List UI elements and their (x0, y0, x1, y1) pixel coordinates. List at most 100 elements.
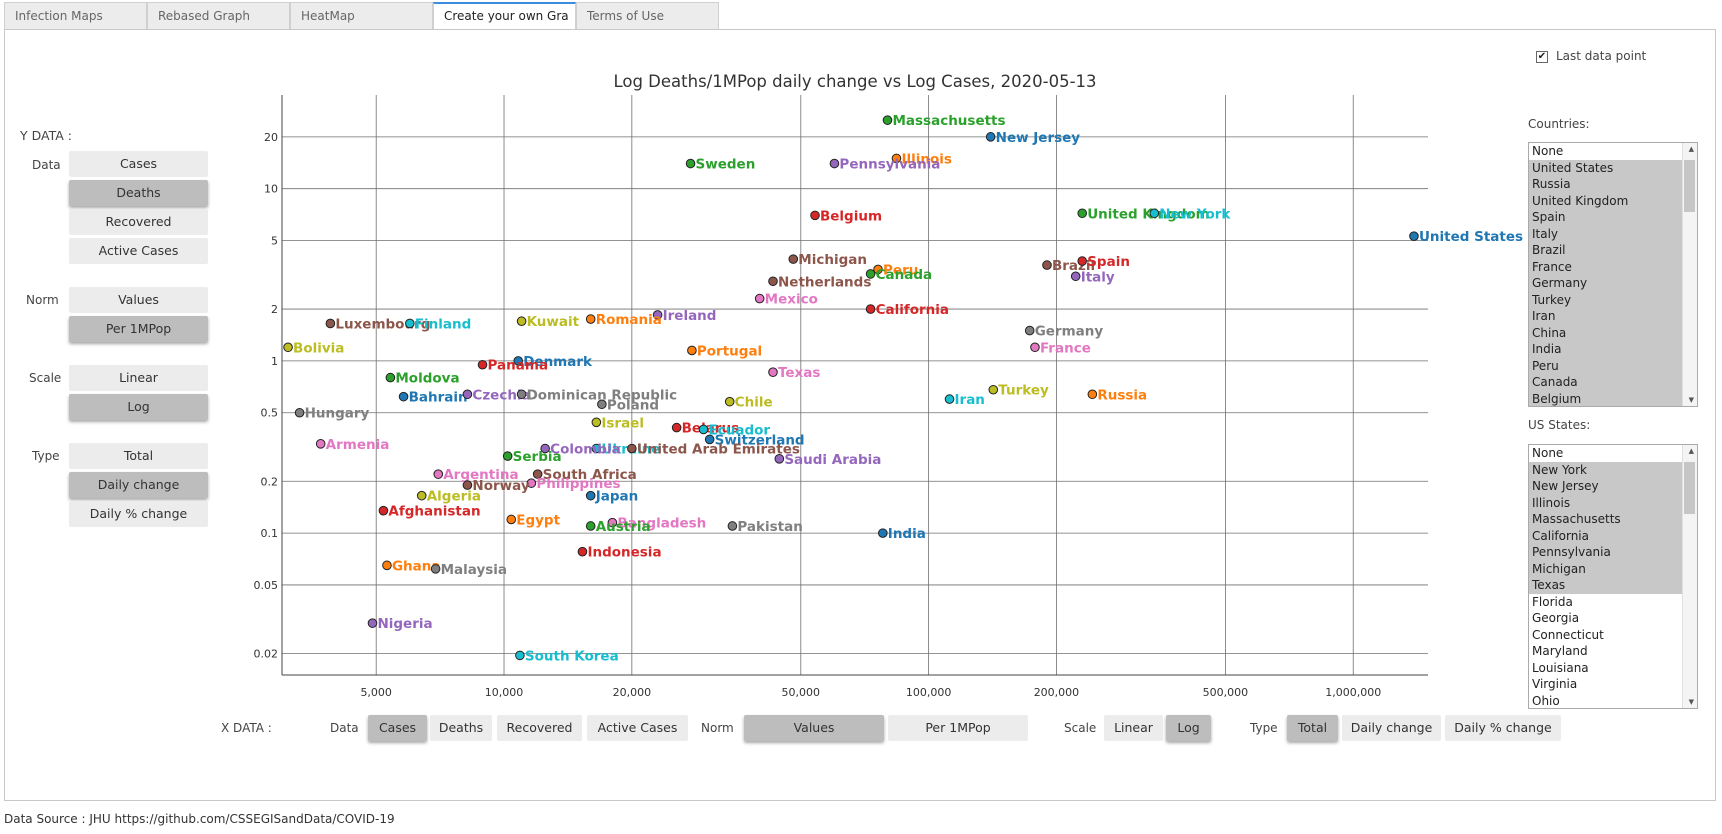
countries-option[interactable]: China (1529, 324, 1697, 341)
us_states-option[interactable]: Maryland (1532, 644, 1588, 658)
countries-option[interactable]: None (1532, 144, 1564, 158)
y-data-cases-button[interactable]: Cases (69, 151, 208, 177)
countries-option[interactable]: Iran (1529, 308, 1697, 325)
y-scale-linear-button[interactable]: Linear (69, 365, 208, 391)
data-point (1087, 389, 1098, 400)
countries-option[interactable]: Canada (1529, 374, 1697, 391)
data-point (810, 210, 820, 221)
data-point-label: Bangladesh (617, 516, 706, 532)
us_states-option[interactable]: Louisiana (1532, 660, 1589, 675)
countries-option[interactable]: Belgium (1529, 390, 1697, 406)
us_states-option[interactable]: Massachusetts (1529, 511, 1697, 528)
countries-option[interactable]: Russia (1529, 176, 1697, 193)
y-scale-log-button[interactable]: Log (69, 394, 208, 420)
data-point (378, 505, 389, 516)
data-point-label: Philippines (536, 476, 620, 492)
tab-create-your-own-graph[interactable]: Create your own Gra (433, 2, 576, 31)
us_states-option[interactable]: New York (1529, 461, 1697, 478)
countries-option[interactable]: Brazil (1529, 242, 1697, 259)
data-point-label: Japan (595, 489, 639, 505)
data-point-label: Ecuador (709, 422, 771, 438)
x-tick-label: 20,000 (613, 686, 652, 699)
countries-listbox[interactable]: None United States Russia United Kingdom Spa… (1528, 142, 1698, 407)
us_states-option[interactable]: Connecticut (1532, 627, 1604, 642)
us-states-listbox[interactable]: None New York New Jersey Illinois Massachuse… (1528, 444, 1698, 709)
tab-terms-of-use[interactable]: Terms of Use (576, 2, 719, 30)
data-point (382, 560, 392, 571)
us-states-label: US States: (1528, 418, 1591, 432)
last-data-point-checkbox[interactable]: ✔ (1536, 51, 1548, 63)
x-norm-values-button[interactable]: Values (744, 715, 884, 741)
us-states-scrollbar[interactable]: ▲ ▼ (1682, 445, 1697, 708)
scroll-up-icon[interactable]: ▲ (1688, 145, 1694, 153)
x-tick-label: 1,000,000 (1325, 686, 1381, 699)
data-point (698, 424, 709, 435)
countries-option[interactable]: United States (1529, 159, 1697, 176)
scroll-down-icon[interactable]: ▼ (1688, 698, 1694, 706)
x-scale-log-button[interactable]: Log (1166, 715, 1211, 741)
y-norm-values-button[interactable]: Values (69, 287, 208, 313)
y-data-active-cases-button[interactable]: Active Cases (69, 238, 208, 264)
data-point (768, 367, 778, 377)
y-norm-per-1mpop-button[interactable]: Per 1MPop (69, 316, 208, 342)
scroll-up-icon[interactable]: ▲ (1688, 447, 1694, 455)
x-data-deaths-button[interactable]: Deaths (430, 715, 492, 741)
x-norm-per-1mpop-button[interactable]: Per 1MPop (888, 715, 1028, 741)
us_states-option[interactable]: Virginia (1532, 677, 1578, 691)
tab-rebased-graph[interactable]: Rebased Graph (147, 2, 290, 30)
x-data-cases-button[interactable]: Cases (368, 715, 427, 741)
data-point (891, 153, 902, 164)
countries-option[interactable]: United Kingdom (1529, 192, 1697, 209)
us_states-option[interactable]: Illinois (1529, 494, 1697, 511)
x-type-daily-change-button[interactable]: Daily change (1342, 715, 1441, 741)
data-point-label: Michigan (798, 252, 867, 268)
countries-option[interactable]: Germany (1529, 275, 1697, 292)
x-type-total-button[interactable]: Total (1287, 715, 1338, 741)
x-data-active-cases-button[interactable]: Active Cases (587, 715, 688, 741)
last-data-point-label: Last data point (1556, 49, 1647, 63)
countries-scrollbar[interactable]: ▲ ▼ (1682, 143, 1697, 406)
tab-heatmap[interactable]: HeatMap (290, 2, 433, 30)
x-scale-linear-button[interactable]: Linear (1104, 715, 1163, 741)
x-data-recovered-button[interactable]: Recovered (497, 715, 582, 741)
data-point (540, 443, 550, 454)
countries-option[interactable]: Spain (1529, 209, 1697, 226)
x-type-daily-pct-change-button[interactable]: Daily % change (1445, 715, 1561, 741)
y-type-total-button[interactable]: Total (69, 443, 208, 469)
us_states-option[interactable]: Texas (1529, 577, 1697, 594)
data-point-label: Indonesia (587, 545, 661, 561)
us_states-option[interactable]: Georgia (1532, 611, 1580, 625)
countries-option[interactable]: Peru (1529, 357, 1697, 374)
y-tick-label: 1 (271, 355, 278, 368)
data-point-label: New Jersey (996, 130, 1081, 146)
data-point-label: Portugal (697, 343, 762, 359)
us_states-option[interactable]: Ohio (1532, 693, 1560, 708)
data-point (988, 384, 999, 395)
us_states-option[interactable]: California (1529, 527, 1697, 544)
tab-infection-maps[interactable]: Infection Maps (4, 2, 147, 30)
data-point-label: Bolivia (293, 340, 344, 356)
y-data-deaths-button[interactable]: Deaths (69, 180, 208, 206)
us_states-option[interactable]: None (1532, 446, 1564, 460)
us_states-option[interactable]: Florida (1532, 594, 1573, 609)
countries-option[interactable]: Turkey (1529, 291, 1697, 308)
data-point (865, 269, 876, 279)
countries-option[interactable]: France (1529, 258, 1697, 275)
data-point (829, 158, 840, 169)
y-tick-label: 10 (264, 183, 278, 196)
y-type-daily-change-button[interactable]: Daily change (69, 472, 208, 498)
countries-option[interactable]: India (1529, 341, 1697, 358)
y-data-recovered-button[interactable]: Recovered (69, 209, 208, 235)
scroll-down-icon[interactable]: ▼ (1688, 396, 1694, 404)
y-tick-label: 5 (271, 235, 278, 248)
data-point-label: Canada (876, 267, 933, 283)
data-point-label: Egypt (516, 512, 560, 528)
y-type-daily-pct-change-button[interactable]: Daily % change (69, 501, 208, 527)
us_states-option[interactable]: Michigan (1529, 560, 1697, 577)
us_states-option[interactable]: Pennsylvania (1529, 544, 1697, 561)
y-tick-label: 2 (271, 303, 278, 316)
data-source-footer: Data Source : JHU https://github.com/CSS… (4, 812, 395, 826)
us_states-option[interactable]: New Jersey (1529, 478, 1697, 495)
data-point-label: Massachusetts (892, 113, 1005, 129)
countries-option[interactable]: Italy (1529, 225, 1697, 242)
